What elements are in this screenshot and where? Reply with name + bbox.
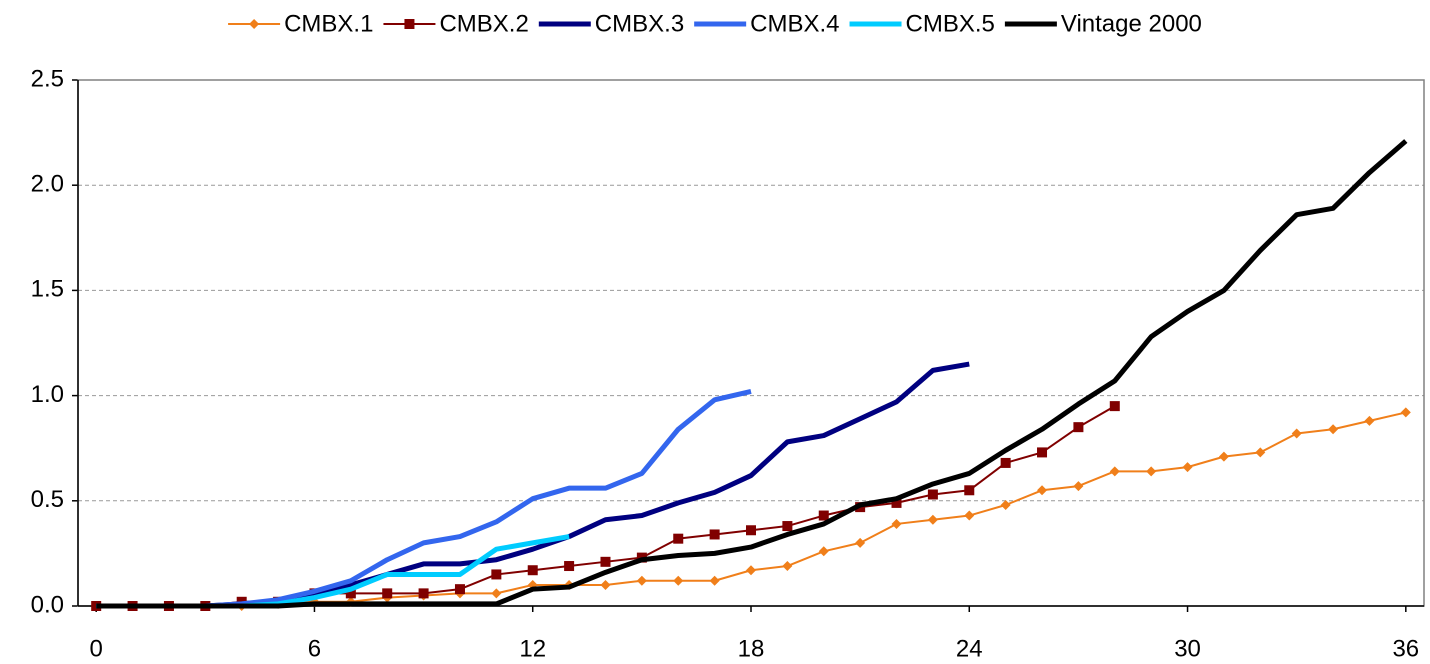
data-point bbox=[1291, 428, 1302, 439]
data-point bbox=[418, 588, 429, 599]
data-point bbox=[964, 510, 975, 521]
legend-item: Vintage 2000 bbox=[1004, 10, 1202, 37]
data-point bbox=[1400, 407, 1411, 418]
y-tick-label: 0.0 bbox=[31, 591, 64, 618]
x-tick-label: 24 bbox=[956, 635, 983, 662]
data-point bbox=[564, 561, 575, 572]
data-point bbox=[891, 497, 902, 508]
data-point bbox=[1037, 447, 1048, 458]
data-point bbox=[527, 565, 538, 576]
data-point bbox=[1218, 451, 1229, 462]
legend-marker bbox=[249, 19, 260, 29]
data-point bbox=[1328, 424, 1339, 435]
data-point bbox=[818, 546, 829, 557]
legend-label: CMBX.4 bbox=[750, 10, 839, 37]
data-point bbox=[709, 529, 720, 540]
x-tick-label: 6 bbox=[308, 635, 321, 662]
data-point bbox=[600, 556, 611, 567]
legend-label: CMBX.3 bbox=[595, 10, 684, 37]
legend-item: CMBX.2 bbox=[383, 10, 529, 37]
legend-label: CMBX.2 bbox=[439, 10, 528, 37]
data-point bbox=[673, 533, 684, 544]
series-line bbox=[96, 405, 1116, 607]
legend-label: Vintage 2000 bbox=[1061, 10, 1202, 37]
data-point bbox=[782, 561, 793, 572]
data-point bbox=[855, 537, 866, 548]
legend-item: CMBX.4 bbox=[694, 10, 840, 37]
legend: CMBX.1 CMBX.2 CMBX.3 CMBX.4 CMBX.5 Vintage 20… bbox=[228, 10, 1202, 37]
data-point bbox=[1146, 466, 1157, 477]
data-point bbox=[1000, 500, 1011, 511]
data-point bbox=[454, 584, 465, 595]
data-point bbox=[1073, 422, 1084, 433]
data-point bbox=[491, 588, 502, 599]
data-point bbox=[1037, 485, 1048, 496]
y-tick-label: 1.0 bbox=[31, 381, 64, 408]
data-point bbox=[1182, 462, 1193, 473]
data-point bbox=[1000, 457, 1011, 468]
data-point bbox=[746, 525, 756, 536]
series-line bbox=[96, 411, 1407, 607]
legend-label: CMBX.1 bbox=[284, 10, 373, 37]
x-tick-label: 36 bbox=[1392, 635, 1419, 662]
x-tick-label: 30 bbox=[1174, 635, 1201, 662]
data-point bbox=[891, 518, 902, 529]
data-point bbox=[746, 565, 756, 576]
data-point bbox=[709, 575, 720, 586]
series-line bbox=[96, 139, 1408, 609]
y-tick-label: 1.5 bbox=[31, 276, 64, 303]
legend-item: CMBX.1 bbox=[228, 10, 373, 37]
data-point bbox=[673, 575, 684, 586]
legend-item: CMBX.5 bbox=[849, 10, 995, 37]
y-tick-label: 2.0 bbox=[31, 171, 64, 198]
legend-label: CMBX.5 bbox=[906, 10, 995, 37]
data-point bbox=[600, 579, 611, 590]
y-tick-label: 2.5 bbox=[31, 65, 64, 92]
data-point bbox=[1073, 481, 1084, 492]
data-point bbox=[927, 489, 938, 500]
data-point bbox=[491, 569, 502, 580]
data-point bbox=[345, 588, 356, 599]
data-point bbox=[1109, 466, 1120, 477]
legend-item: CMBX.3 bbox=[538, 10, 684, 37]
data-point bbox=[818, 510, 829, 521]
data-point bbox=[1255, 447, 1266, 458]
data-point bbox=[1364, 415, 1375, 426]
data-point bbox=[927, 514, 938, 525]
x-tick-label: 18 bbox=[738, 635, 765, 662]
x-tick-label: 0 bbox=[90, 635, 103, 662]
y-tick-label: 0.5 bbox=[31, 486, 64, 513]
data-point bbox=[382, 588, 393, 599]
data-point bbox=[782, 521, 793, 532]
data-point bbox=[636, 575, 647, 586]
x-tick-label: 12 bbox=[519, 635, 546, 662]
data-point bbox=[964, 485, 975, 496]
legend-marker bbox=[404, 19, 415, 29]
data-point bbox=[1109, 401, 1120, 412]
